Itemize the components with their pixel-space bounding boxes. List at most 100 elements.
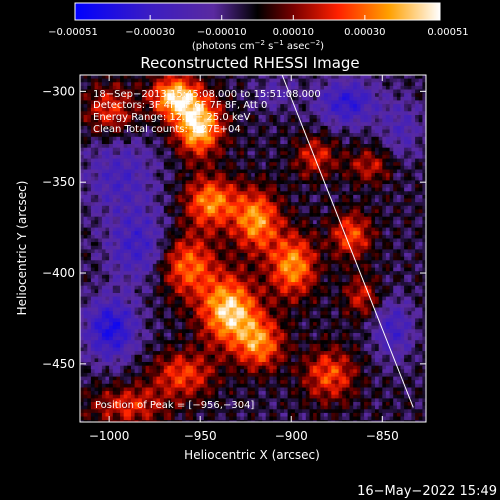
heatmap-cell	[360, 104, 365, 109]
heatmap-cell	[367, 118, 372, 123]
heatmap-cell	[123, 238, 128, 243]
heatmap-cell	[105, 184, 110, 189]
heatmap-cell	[276, 162, 281, 167]
heatmap-cell	[331, 213, 336, 218]
heatmap-cell	[291, 78, 296, 83]
heatmap-cell	[196, 162, 201, 167]
heatmap-cell	[243, 125, 249, 131]
heatmap-cell	[265, 249, 270, 254]
heatmap-cell	[163, 136, 168, 141]
heatmap-cell	[393, 205, 398, 210]
heatmap-cell	[273, 242, 278, 247]
heatmap-cell	[90, 245, 96, 250]
heatmap-cell	[338, 96, 343, 101]
heatmap-cell	[338, 173, 343, 178]
heatmap-cell	[309, 242, 314, 247]
heatmap-cell	[131, 85, 136, 91]
heatmap-cell	[393, 220, 398, 225]
heatmap-cell	[167, 136, 172, 141]
heatmap-cell	[98, 165, 103, 170]
heatmap-cell	[334, 82, 340, 87]
heatmap-cell	[371, 169, 376, 174]
heatmap-cell	[269, 180, 274, 185]
heatmap-cell	[90, 220, 96, 225]
heatmap-cell	[167, 151, 172, 156]
heatmap-cell	[222, 234, 227, 240]
heatmap-cell	[127, 213, 132, 218]
heatmap-cell	[207, 107, 212, 112]
heatmap-cell	[90, 118, 96, 123]
heatmap-cell	[258, 129, 263, 134]
heatmap-cell	[203, 147, 208, 152]
heatmap-cell	[138, 140, 143, 145]
heatmap-cell	[400, 122, 405, 127]
heatmap-cell	[334, 209, 340, 214]
heatmap-cell	[196, 180, 201, 185]
heatmap-cell	[411, 209, 416, 214]
heatmap-cell	[112, 216, 117, 221]
heatmap-cell	[200, 125, 205, 131]
heatmap-cell	[222, 191, 227, 196]
heatmap-cell	[294, 96, 300, 101]
heatmap-cell	[189, 216, 194, 221]
heatmap-cell	[247, 216, 252, 221]
heatmap-cell	[294, 169, 300, 174]
heatmap-cell	[116, 133, 121, 138]
heatmap-cell	[316, 118, 321, 123]
heatmap-cell	[192, 78, 198, 83]
heatmap-cell	[112, 173, 117, 178]
heatmap-cell	[367, 165, 372, 170]
heatmap-cell	[262, 122, 267, 127]
heatmap-cell	[225, 184, 230, 189]
heatmap-cell	[196, 191, 201, 196]
heatmap-cell	[298, 85, 303, 91]
heatmap-cell	[167, 184, 172, 189]
heatmap-cell	[378, 118, 383, 123]
heatmap-cell	[378, 136, 383, 141]
heatmap-cell	[171, 173, 176, 178]
heatmap-cell	[225, 125, 230, 131]
heatmap-cell	[313, 245, 318, 250]
heatmap-cell	[316, 205, 321, 210]
heatmap-cell	[273, 93, 278, 98]
heatmap-cell	[254, 194, 259, 200]
heatmap-cell	[371, 93, 376, 98]
heatmap-cell	[243, 144, 249, 149]
heatmap-cell	[211, 78, 216, 83]
heatmap-cell	[404, 173, 409, 178]
heatmap-cell	[240, 115, 245, 120]
heatmap-cell	[167, 209, 172, 214]
heatmap-cell	[229, 144, 234, 149]
heatmap-cell	[229, 89, 234, 94]
heatmap-cell	[94, 111, 99, 116]
heatmap-cell	[101, 245, 107, 250]
heatmap-cell	[222, 187, 227, 192]
heatmap-cell	[192, 187, 198, 192]
heatmap-cell	[375, 75, 380, 80]
heatmap-cell	[156, 162, 161, 167]
heatmap-cell	[134, 209, 139, 214]
heatmap-cell	[342, 122, 347, 127]
heatmap-cell	[411, 231, 416, 236]
heatmap-cell	[141, 227, 147, 232]
heatmap-cell	[349, 136, 354, 141]
heatmap-cell	[334, 158, 340, 163]
heatmap-cell	[247, 129, 252, 134]
heatmap-cell	[342, 242, 347, 247]
heatmap-cell	[356, 245, 361, 250]
heatmap-cell	[273, 253, 278, 258]
heatmap-cell	[214, 158, 219, 163]
heatmap-cell	[218, 169, 223, 174]
heatmap-cell	[254, 224, 259, 229]
heatmap-cell	[378, 133, 383, 138]
heatmap-cell	[225, 107, 230, 112]
heatmap-cell	[98, 100, 103, 105]
heatmap-cell	[375, 253, 380, 258]
heatmap-cell	[200, 107, 205, 112]
heatmap-cell	[225, 136, 230, 141]
heatmap-cell	[94, 184, 99, 189]
heatmap-cell	[214, 140, 219, 145]
heatmap-cell	[101, 125, 107, 131]
colorbar-tick-label: 0.00051	[427, 27, 468, 38]
heatmap-cell	[313, 224, 318, 229]
